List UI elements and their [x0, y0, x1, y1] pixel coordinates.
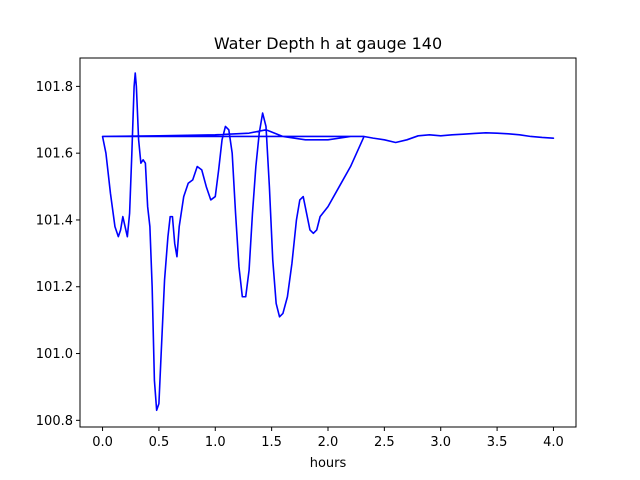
x-tick-label: 1.5 [261, 435, 282, 450]
y-tick-label: 101.6 [36, 147, 73, 162]
y-tick-label: 101.0 [36, 347, 73, 362]
series-line-0 [101, 72, 555, 412]
x-tick-label: 1.0 [205, 435, 226, 450]
y-tick-label: 101.2 [36, 280, 73, 295]
x-tick-label: 4.0 [543, 435, 564, 450]
y-tick-label: 101.8 [36, 80, 73, 95]
y-tick-label: 100.8 [36, 414, 73, 429]
x-tick-label: 2.5 [374, 435, 395, 450]
y-tick-label: 101.4 [36, 213, 73, 228]
x-tick-label: 2.0 [318, 435, 339, 450]
x-tick-label: 3.0 [430, 435, 451, 450]
x-tick-label: 0.5 [149, 435, 170, 450]
x-tick-label: 3.5 [487, 435, 508, 450]
chart-title: Water Depth h at gauge 140 [214, 34, 442, 53]
x-tick-label: 0.0 [92, 435, 113, 450]
x-axis-label: hours [310, 456, 347, 471]
